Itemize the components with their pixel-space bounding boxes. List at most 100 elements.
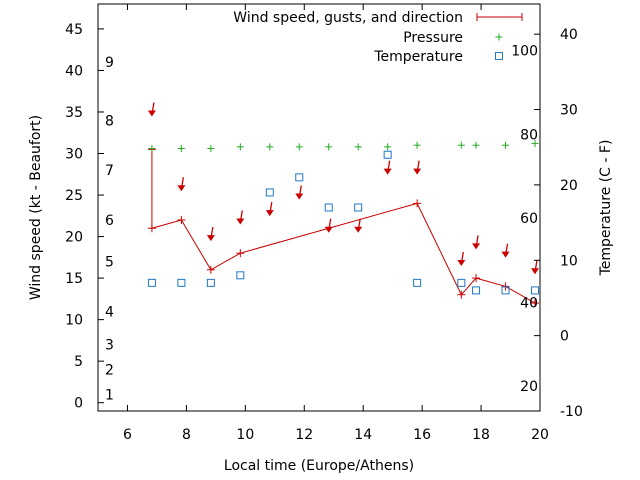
temperature-point: [413, 278, 422, 287]
x-tick-label: 8: [182, 427, 191, 443]
wind-direction-arrow: [295, 185, 304, 200]
x-tick-label: 12: [295, 427, 313, 443]
y-axis-title: Wind speed (kt - Beaufort): [28, 115, 44, 300]
y-tick-label: 0: [74, 396, 83, 412]
beaufort-label: 9: [105, 55, 114, 71]
wind-direction-arrow: [236, 210, 245, 225]
temperature-point: [501, 286, 510, 295]
wind-direction-arrow: [413, 160, 422, 175]
fahrenheit-label: 20: [520, 379, 538, 395]
arrow-head: [530, 268, 539, 275]
legend-label-temperature: Temperature: [373, 49, 463, 65]
y-tick-label: 15: [65, 271, 83, 287]
y-tick-label: 20: [65, 230, 83, 246]
pressure-point: [384, 143, 392, 151]
axes: 6 8 10 12 14 16 18 20051015202530354045-1001020…: [65, 3, 583, 443]
y-tick-label: 35: [65, 105, 83, 121]
pressure-point: [295, 143, 303, 151]
wind-direction-arrow: [457, 251, 466, 266]
y2-tick-label: 0: [560, 329, 569, 345]
legend: Wind speed, gusts, and direction Pressur…: [233, 10, 523, 65]
beaufort-label: 1: [105, 387, 114, 403]
plot-frame: [97, 3, 541, 412]
beaufort-label: 2: [105, 362, 114, 378]
x-tick-label: 16: [413, 427, 431, 443]
pressure-point: [413, 141, 421, 149]
arrow-head: [206, 235, 215, 242]
temperature-point: [206, 278, 215, 287]
beaufort-label: 6: [105, 213, 114, 229]
y-tick-label: 40: [65, 63, 83, 79]
wind-direction-arrow: [383, 160, 392, 175]
x-axis-title: Local time (Europe/Athens): [224, 458, 414, 474]
pressure-point: [531, 140, 539, 148]
wind-direction-arrow: [324, 218, 333, 233]
beaufort-label: 8: [105, 113, 114, 129]
arrow-head: [472, 243, 481, 250]
temperature-point: [472, 286, 481, 295]
fahrenheit-label: 60: [520, 211, 538, 227]
arrow-head: [383, 168, 392, 175]
pressure-point: [266, 143, 274, 151]
wind-direction-arrow: [177, 177, 186, 192]
arrow-head: [295, 193, 304, 200]
pressure-point: [354, 143, 362, 151]
x-tick-label: 6: [123, 427, 132, 443]
arrow-head: [324, 226, 333, 233]
pressure-point: [472, 141, 480, 149]
beaufort-label: 7: [105, 163, 114, 179]
temperature-point: [457, 278, 466, 287]
arrow-head: [265, 210, 274, 217]
arrow-head: [236, 218, 245, 225]
wind-direction-arrow: [530, 260, 539, 275]
x-tick-label: 14: [354, 427, 372, 443]
temperature-point: [324, 203, 333, 212]
fahrenheit-label: 80: [520, 127, 538, 143]
temperature-point: [295, 173, 304, 182]
pressure-point: [177, 145, 185, 153]
y-tick-label: 5: [74, 354, 83, 370]
temperature-point: [354, 203, 363, 212]
y2-tick-label: 20: [560, 178, 578, 194]
fahrenheit-label: 100: [511, 44, 538, 60]
legend-label-wind: Wind speed, gusts, and direction: [233, 10, 463, 26]
arrow-head: [501, 251, 510, 258]
wind-direction-arrow: [147, 102, 156, 117]
arrow-head: [413, 168, 422, 175]
wind-direction-arrow: [265, 202, 274, 217]
y2-tick-label: 40: [560, 27, 578, 43]
wind-direction-arrow: [206, 226, 215, 242]
arrow-head: [147, 110, 156, 117]
pressure-point: [325, 143, 333, 151]
arrow-head: [177, 185, 186, 192]
y-tick-label: 25: [65, 188, 83, 204]
pressure-point: [502, 141, 510, 149]
x-tick-label: 20: [531, 427, 549, 443]
wind-direction-arrow: [354, 218, 363, 233]
temperature-point: [147, 278, 156, 287]
y2-axis-title: Temperature (C - F): [598, 140, 614, 277]
beaufort-label: 5: [105, 254, 114, 270]
y-tick-label: 30: [65, 147, 83, 163]
y-tick-label: 10: [65, 313, 83, 329]
wind-direction-arrow: [501, 243, 510, 258]
temperature-point: [265, 188, 274, 197]
arrow-head: [354, 226, 363, 233]
temperature-point: [236, 271, 245, 280]
beaufort-label: 4: [105, 304, 114, 320]
wind-direction-arrow: [472, 235, 481, 250]
pressure-point: [207, 145, 215, 153]
pressure-point: [148, 145, 156, 153]
x-tick-label: 18: [472, 427, 490, 443]
y-tick-label: 45: [65, 22, 83, 38]
temperature-point: [530, 286, 539, 295]
fahrenheit-label: 40: [520, 295, 538, 311]
temperature-point: [383, 150, 392, 159]
pressure-point: [457, 141, 465, 149]
temperature-point: [177, 278, 186, 287]
beaufort-label: 3: [105, 338, 114, 354]
x-tick-label: 10: [236, 427, 254, 443]
y2-tick-label: 10: [560, 253, 578, 269]
